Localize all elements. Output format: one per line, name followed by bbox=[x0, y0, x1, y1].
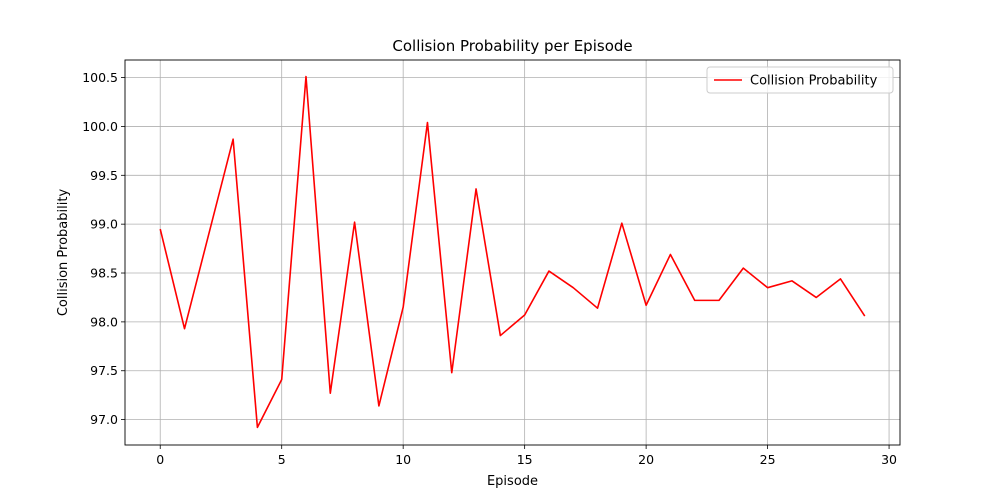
grid-lines bbox=[125, 60, 900, 445]
x-tick-label: 25 bbox=[760, 452, 776, 467]
series-layer bbox=[159, 75, 866, 429]
x-tick-label: 5 bbox=[278, 452, 286, 467]
y-tick-label: 98.0 bbox=[90, 314, 118, 329]
y-tick-label: 100.5 bbox=[82, 70, 118, 85]
y-tick-label: 99.5 bbox=[90, 168, 118, 183]
y-tick-label: 97.0 bbox=[90, 412, 118, 427]
x-axis-label: Episode bbox=[487, 474, 538, 489]
y-axis-label: Collision Probability bbox=[56, 189, 71, 317]
x-tick-label: 0 bbox=[156, 452, 164, 467]
legend-box bbox=[706, 66, 894, 94]
series-line bbox=[159, 75, 866, 429]
x-tick-label: 20 bbox=[638, 452, 654, 467]
y-tick-label: 97.5 bbox=[90, 363, 118, 378]
x-tick-label: 30 bbox=[881, 452, 897, 467]
chart-title: Collision Probability per Episode bbox=[392, 37, 632, 55]
x-tick-label: 10 bbox=[395, 452, 411, 467]
x-tick-label: 15 bbox=[517, 452, 533, 467]
plot-frame bbox=[124, 59, 901, 446]
legend: Collision Probability bbox=[706, 66, 894, 94]
x-axis-ticks: 0 5 10 15 20 25 30 bbox=[156, 445, 897, 467]
y-tick-label: 100.0 bbox=[82, 119, 118, 134]
y-tick-label: 99.0 bbox=[90, 217, 118, 232]
legend-entry-label: Collision Probability bbox=[750, 74, 878, 89]
y-tick-label: 98.5 bbox=[90, 266, 118, 281]
y-axis-ticks: 97.0 97.5 98.0 98.5 99.0 99.5 100.0 100.5 bbox=[82, 70, 125, 427]
